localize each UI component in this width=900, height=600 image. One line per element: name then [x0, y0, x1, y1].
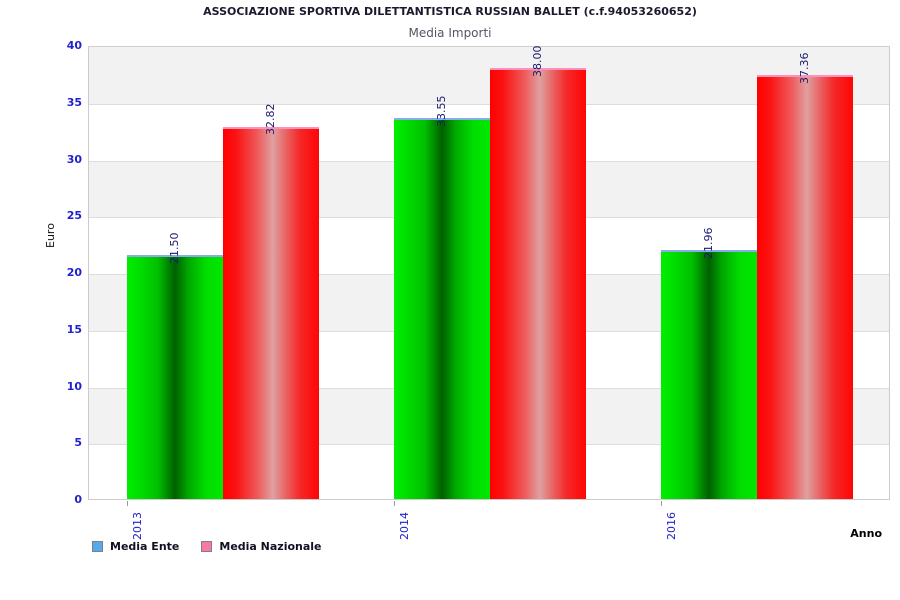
legend-label: Media Nazionale — [219, 540, 322, 553]
bar-value-label: 21.50 — [167, 232, 181, 264]
legend-item-media-ente[interactable]: Media Ente — [92, 540, 179, 553]
plot-band — [89, 47, 889, 104]
y-axis-tick-label: 5 — [74, 436, 82, 450]
chart-subtitle: Media Importi — [408, 26, 492, 40]
y-axis-tick-label: 15 — [66, 322, 82, 336]
legend-swatch-icon — [201, 541, 213, 552]
bar-value-label: 37.36 — [798, 52, 812, 84]
x-axis-tick-label-2013: 2013 — [130, 512, 144, 540]
bar-2014-media-nazionale[interactable] — [490, 67, 586, 499]
y-axis-tick-label: 30 — [66, 152, 82, 166]
bar-value-label: 38.00 — [531, 45, 544, 77]
bar-value-label: 32.82 — [263, 103, 277, 136]
bar-2016-media-nazionale[interactable] — [757, 74, 854, 499]
bar-2013-media-nazionale[interactable] — [222, 126, 319, 499]
y-axis-tick-label: 40 — [66, 39, 82, 52]
bar-value-label: 21.96 — [702, 227, 716, 259]
y-axis-tick-label: 0 — [74, 493, 82, 506]
x-axis-tick-mark — [661, 501, 663, 506]
y-axis-tick-label: 10 — [66, 379, 82, 393]
bar-value-label: 33.55 — [435, 95, 448, 128]
legend-item-media-nazionale[interactable]: Media Nazionale — [201, 540, 322, 553]
chart-title: ASSOCIAZIONE SPORTIVA DILETTANTISTICA RU… — [203, 5, 697, 18]
grid-line — [89, 103, 889, 105]
x-axis-tick-label-2016: 2016 — [665, 512, 679, 540]
y-axis-tick-label: 35 — [66, 95, 82, 109]
x-axis-tick-mark — [126, 501, 128, 506]
y-axis-label: Euro — [44, 223, 57, 248]
x-axis-tick-mark — [394, 501, 395, 506]
y-axis-tick-label: 25 — [66, 209, 82, 223]
legend-label: Media Ente — [110, 540, 180, 553]
chart-legend: Media Ente Media Nazionale — [92, 540, 322, 553]
bar-2014-media-ente[interactable] — [394, 118, 490, 499]
bar-2016-media-ente[interactable] — [661, 249, 758, 499]
bar-2013-media-ente[interactable] — [126, 254, 223, 499]
y-axis-tick-label: 20 — [66, 266, 82, 279]
plot-area: 21.50 32.82 33.55 38.00 21.96 37.36 — [88, 45, 890, 506]
x-axis-label: Anno — [850, 527, 882, 540]
legend-swatch-icon — [92, 541, 103, 552]
x-axis-tick-label-2014: 2014 — [398, 512, 411, 540]
